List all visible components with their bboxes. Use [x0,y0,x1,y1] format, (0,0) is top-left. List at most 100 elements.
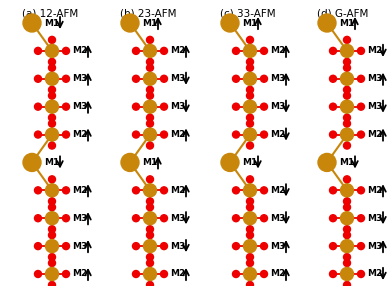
Circle shape [45,44,58,57]
Circle shape [341,184,354,197]
Circle shape [147,36,154,43]
Circle shape [243,267,256,281]
Circle shape [49,142,56,149]
Circle shape [247,198,254,205]
Circle shape [23,14,41,32]
Circle shape [358,243,365,250]
Circle shape [358,75,365,82]
Text: M3: M3 [270,74,285,83]
Circle shape [147,142,154,149]
Circle shape [343,114,350,121]
Text: M1: M1 [142,19,157,27]
Circle shape [160,215,167,222]
Circle shape [49,92,56,99]
Circle shape [343,142,350,149]
Text: M2: M2 [270,130,285,139]
Circle shape [147,120,154,127]
Text: M2: M2 [170,46,185,55]
Circle shape [49,86,56,93]
Circle shape [132,131,140,138]
Circle shape [247,86,254,93]
Circle shape [62,271,69,277]
Circle shape [221,154,239,171]
Circle shape [45,72,58,85]
Circle shape [358,131,365,138]
Circle shape [160,187,167,194]
Circle shape [147,254,154,261]
Text: M2: M2 [270,269,285,279]
Text: M2: M2 [270,46,285,55]
Circle shape [62,215,69,222]
Circle shape [147,204,154,211]
Circle shape [247,92,254,99]
Circle shape [330,47,336,54]
Circle shape [330,215,336,222]
Circle shape [247,120,254,127]
Circle shape [343,226,350,233]
Circle shape [62,187,69,194]
Circle shape [49,64,56,71]
Circle shape [341,212,354,225]
Circle shape [49,120,56,127]
Circle shape [45,267,58,281]
Circle shape [147,176,154,183]
Circle shape [343,120,350,127]
Text: M2: M2 [72,130,87,139]
Circle shape [49,232,56,239]
Circle shape [49,198,56,205]
Text: M2: M2 [170,269,185,279]
Circle shape [62,243,69,250]
Circle shape [232,47,240,54]
Circle shape [132,75,140,82]
Circle shape [45,100,58,113]
Text: M1: M1 [242,158,257,167]
Text: M3: M3 [72,214,87,223]
Circle shape [62,103,69,110]
Circle shape [247,254,254,261]
Circle shape [232,243,240,250]
Circle shape [147,259,154,267]
Circle shape [147,92,154,99]
Circle shape [232,75,240,82]
Circle shape [143,267,156,281]
Text: (b) 23-AFM: (b) 23-AFM [120,8,176,18]
Circle shape [318,14,336,32]
Text: M3: M3 [170,102,185,111]
Circle shape [143,100,156,113]
Circle shape [341,72,354,85]
Circle shape [330,187,336,194]
Circle shape [160,131,167,138]
Text: M2: M2 [72,186,87,195]
Circle shape [121,14,139,32]
Circle shape [232,271,240,277]
Circle shape [34,271,42,277]
Text: (a) 12-AFM: (a) 12-AFM [22,8,78,18]
Text: M1: M1 [242,19,257,27]
Text: M3: M3 [367,102,382,111]
Circle shape [358,215,365,222]
Text: M3: M3 [367,242,382,251]
Text: (c) 33-AFM: (c) 33-AFM [220,8,276,18]
Circle shape [49,226,56,233]
Circle shape [343,176,350,183]
Circle shape [247,142,254,149]
Circle shape [49,176,56,183]
Circle shape [232,131,240,138]
Circle shape [232,215,240,222]
Circle shape [330,131,336,138]
Circle shape [160,103,167,110]
Circle shape [132,243,140,250]
Circle shape [147,281,154,286]
Text: M3: M3 [367,214,382,223]
Circle shape [247,259,254,267]
Text: M2: M2 [72,46,87,55]
Text: M3: M3 [72,74,87,83]
Circle shape [243,128,256,141]
Circle shape [243,100,256,113]
Circle shape [358,271,365,277]
Circle shape [147,86,154,93]
Circle shape [330,243,336,250]
Circle shape [49,58,56,65]
Circle shape [49,254,56,261]
Circle shape [143,184,156,197]
